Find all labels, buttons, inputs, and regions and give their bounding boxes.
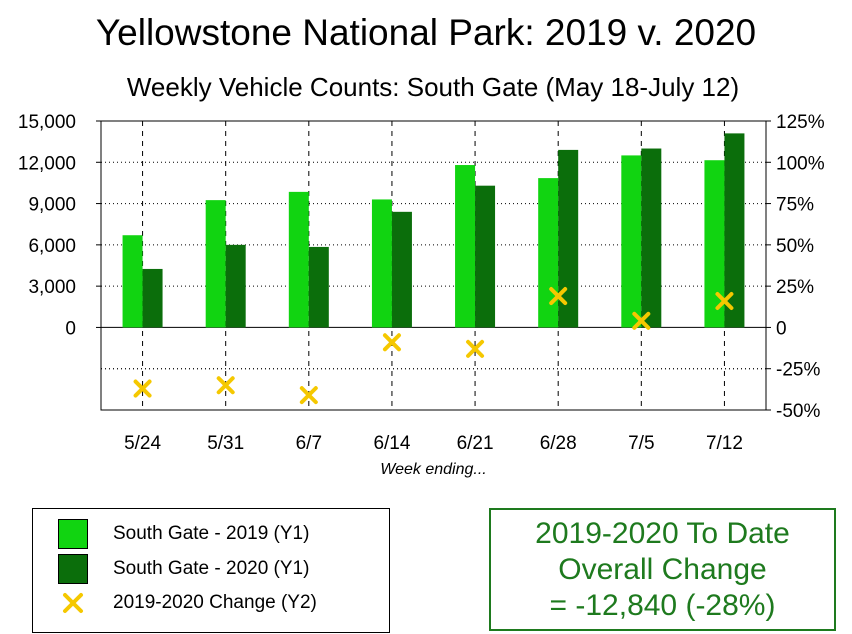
change-marker bbox=[632, 311, 651, 330]
x-tick-label: 6/14 bbox=[373, 433, 410, 454]
bar-2020 bbox=[308, 246, 329, 328]
summary-line-3: = -12,840 (-28%) bbox=[549, 589, 776, 622]
change-marker bbox=[549, 287, 568, 306]
summary-line-2: Overall Change bbox=[558, 553, 767, 586]
y1-tick-label: 12,000 bbox=[18, 153, 76, 174]
x-tick-label: 6/28 bbox=[540, 433, 577, 454]
chart-title: Yellowstone National Park: 2019 v. 2020 bbox=[95, 12, 757, 53]
change-marker bbox=[133, 379, 152, 398]
x-tick-label: 6/7 bbox=[296, 433, 322, 454]
y2-tick-label: -25% bbox=[776, 360, 820, 381]
y1-tick-label: 15,000 bbox=[18, 112, 76, 133]
bar-2020 bbox=[724, 133, 745, 328]
change-marker bbox=[715, 292, 734, 311]
x-tick-label: 5/31 bbox=[207, 433, 244, 454]
legend-label-2019: South Gate - 2019 (Y1) bbox=[113, 523, 310, 544]
summary-line-1: 2019-2020 To Date bbox=[535, 517, 790, 550]
change-marker bbox=[466, 339, 485, 358]
bar-2020 bbox=[391, 211, 412, 328]
bar-2020 bbox=[558, 149, 579, 328]
y2-tick-label: 0 bbox=[776, 318, 787, 339]
bar-2020 bbox=[641, 148, 662, 328]
bar-2020 bbox=[475, 185, 496, 328]
bar-2019 bbox=[455, 165, 476, 328]
y2-tick-label: -50% bbox=[776, 401, 820, 422]
change-marker bbox=[382, 333, 401, 352]
legend-label-2020: South Gate - 2020 (Y1) bbox=[113, 558, 310, 579]
y1-tick-label: 0 bbox=[65, 318, 76, 339]
overall-change-box: 2019-2020 To Date Overall Change = -12,8… bbox=[489, 508, 836, 631]
x-marker-icon bbox=[63, 593, 83, 613]
bar-2019 bbox=[538, 178, 559, 328]
bar-2019 bbox=[371, 199, 392, 328]
bar-2019 bbox=[205, 200, 226, 328]
bar-2020 bbox=[142, 268, 163, 328]
bar-2019 bbox=[621, 155, 642, 328]
legend-item-change: 2019-2020 Change (Y2) bbox=[33, 588, 389, 622]
legend-label-change: 2019-2020 Change (Y2) bbox=[113, 592, 317, 613]
y2-tick-label: 25% bbox=[776, 277, 814, 298]
bar-2019 bbox=[288, 191, 309, 328]
y2-tick-label: 75% bbox=[776, 195, 814, 216]
legend: South Gate - 2019 (Y1) South Gate - 2020… bbox=[32, 508, 390, 633]
change-marker bbox=[216, 376, 235, 395]
y1-tick-label: 9,000 bbox=[28, 195, 76, 216]
y2-tick-label: 50% bbox=[776, 236, 814, 257]
legend-item-2019: South Gate - 2019 (Y1) bbox=[33, 519, 389, 553]
legend-swatch-2019 bbox=[58, 519, 88, 549]
x-tick-label: 7/12 bbox=[706, 433, 743, 454]
bar-2020 bbox=[225, 244, 246, 328]
bar-2019 bbox=[122, 235, 143, 328]
y2-tick-label: 100% bbox=[776, 153, 825, 174]
x-axis-label: Week ending... bbox=[380, 461, 486, 478]
y1-tick-label: 3,000 bbox=[28, 277, 76, 298]
legend-item-2020: South Gate - 2020 (Y1) bbox=[33, 554, 389, 588]
bar-2019 bbox=[704, 160, 725, 328]
x-tick-label: 5/24 bbox=[124, 433, 161, 454]
combo-chart: 0 3,000 6,000 9,000 12,000 15,000 -50% -25% 0 25%… bbox=[18, 112, 825, 478]
y2-tick-label: 125% bbox=[776, 112, 825, 133]
chart-subtitle: Weekly Vehicle Counts: South Gate (May 1… bbox=[126, 72, 740, 102]
change-marker bbox=[299, 386, 318, 405]
x-tick-label: 6/21 bbox=[457, 433, 494, 454]
plot-frame bbox=[100, 120, 767, 411]
legend-swatch-2020 bbox=[58, 554, 88, 584]
y1-tick-label: 6,000 bbox=[28, 236, 76, 257]
x-tick-label: 7/5 bbox=[628, 433, 654, 454]
